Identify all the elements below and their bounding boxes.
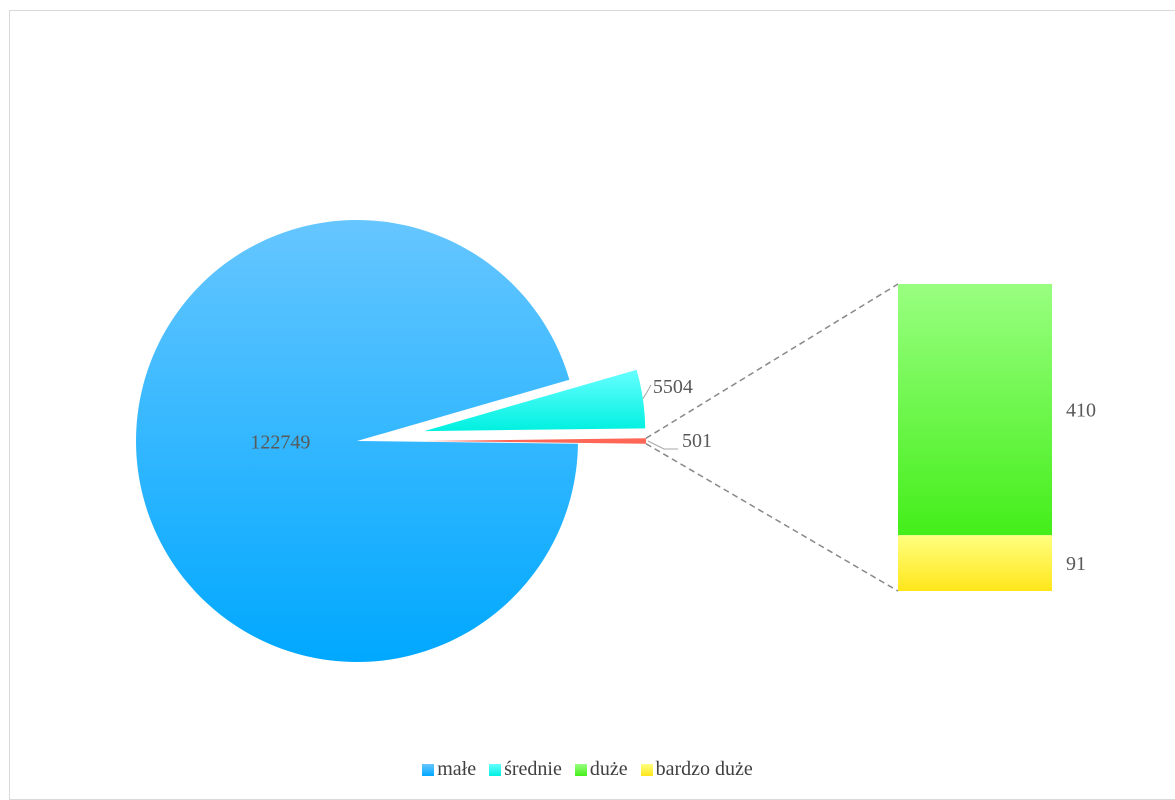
- data-label-srednie: 5504: [653, 376, 693, 398]
- leader-line-srednie: [642, 384, 652, 400]
- bar-segment-bardzo-duze: [898, 535, 1052, 591]
- slice-other: [425, 438, 646, 444]
- connector-line-top: [645, 283, 899, 439]
- legend-label-male: małe: [437, 758, 477, 780]
- data-label-male: 122749: [250, 431, 310, 453]
- data-label-bardzo-duze: 91: [1066, 553, 1086, 575]
- legend-item-male[interactable]: małe: [422, 758, 476, 781]
- legend-swatch-duze: [574, 763, 587, 776]
- legend-item-bardzo-duze[interactable]: bardzo duże: [640, 758, 753, 781]
- legend-item-srednie[interactable]: średnie: [489, 758, 562, 781]
- data-label-duze: 410: [1066, 400, 1096, 422]
- legend-label-duze: duże: [589, 758, 628, 780]
- slice-male: [136, 220, 578, 663]
- connector-line-bottom: [645, 443, 899, 592]
- leader-line-other: [647, 440, 678, 450]
- data-label-other: 501: [682, 430, 712, 452]
- legend-item-duze[interactable]: duże: [574, 758, 628, 781]
- slice-srednie: [424, 369, 646, 432]
- legend-swatch-male: [422, 763, 435, 776]
- legend-swatch-bardzo-duze: [640, 763, 653, 776]
- legend-label-bardzo-duze: bardzo duże: [655, 758, 753, 780]
- legend-label-srednie: średnie: [504, 758, 562, 780]
- legend-swatch-srednie: [489, 763, 502, 776]
- legend: małe średnie duże bardzo duże: [0, 758, 1175, 782]
- bar-segment-duze: [898, 284, 1052, 536]
